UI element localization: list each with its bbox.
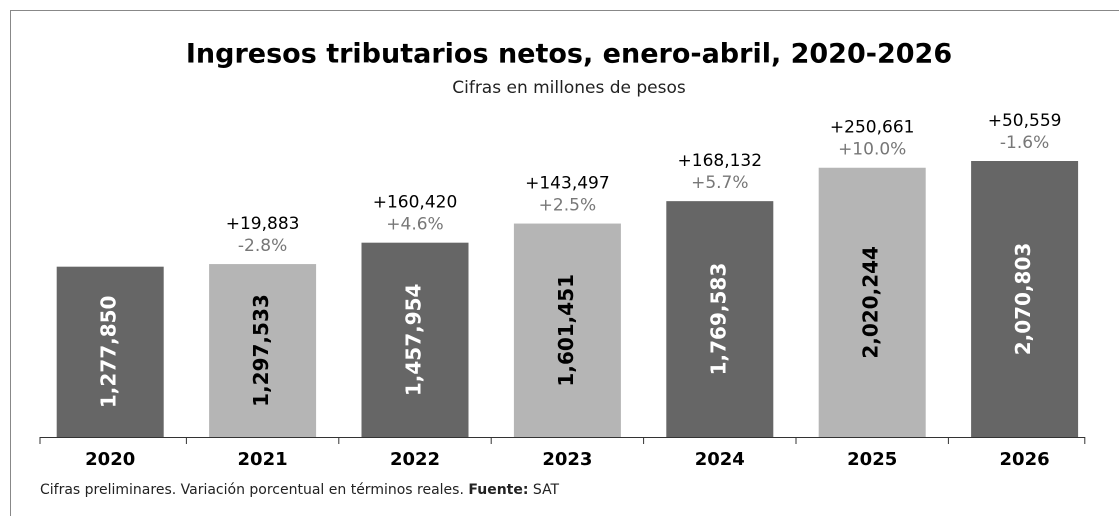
- change-label: +143,497: [525, 174, 610, 194]
- bar: [513, 223, 621, 437]
- bar: [666, 201, 774, 437]
- chart-subtitle: Cifras en millones de pesos: [452, 78, 686, 98]
- change-label: +168,132: [678, 151, 763, 171]
- value-label: 1,277,850: [97, 296, 121, 409]
- pct-change-label: +4.6%: [386, 215, 443, 235]
- bar: [818, 167, 926, 437]
- frame: [10, 10, 1119, 516]
- value-label: 1,769,583: [706, 263, 730, 376]
- chart-title: Ingresos tributarios netos, enero-abril,…: [186, 39, 952, 70]
- value-label: 1,457,954: [402, 284, 426, 397]
- footnote: Cifras preliminares. Variación porcentua…: [40, 482, 560, 498]
- pct-change-label: +10.0%: [838, 140, 906, 160]
- x-tick-label: 2024: [695, 449, 745, 470]
- source: SAT: [533, 482, 560, 498]
- change-label: +50,559: [988, 111, 1062, 131]
- pct-change-label: +5.7%: [691, 173, 748, 193]
- bar: [209, 264, 317, 437]
- x-tick-label: 2021: [238, 449, 288, 470]
- pct-change-label: -1.6%: [1000, 133, 1049, 153]
- footnote-text: Cifras preliminares. Variación porcentua…: [40, 482, 464, 498]
- value-label: 1,601,451: [554, 274, 578, 387]
- bar: [361, 242, 469, 437]
- value-label: 2,020,244: [859, 246, 883, 359]
- x-tick-label: 2023: [542, 449, 592, 470]
- change-label: +250,661: [830, 118, 915, 138]
- source-label: Fuente:: [468, 482, 528, 498]
- change-label: +160,420: [373, 193, 458, 213]
- x-tick-label: 2026: [1000, 449, 1050, 470]
- bar: [56, 266, 164, 437]
- value-label: 1,297,533: [249, 294, 273, 407]
- x-tick-label: 2020: [85, 449, 135, 470]
- change-label: +19,883: [226, 214, 300, 234]
- pct-change-label: +2.5%: [539, 196, 596, 216]
- bar: [971, 161, 1079, 437]
- x-tick-label: 2025: [847, 449, 897, 470]
- x-tick-label: 2022: [390, 449, 440, 470]
- pct-change-label: -2.8%: [238, 236, 287, 256]
- value-label: 2,070,803: [1011, 243, 1035, 356]
